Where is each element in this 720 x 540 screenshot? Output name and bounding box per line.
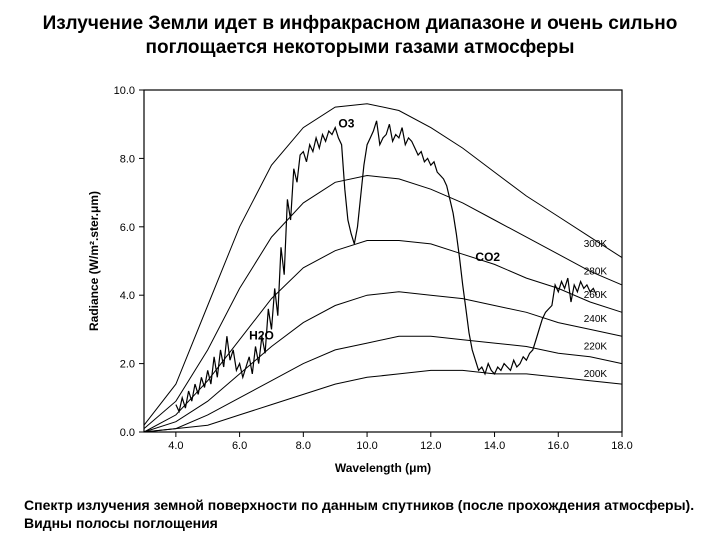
chart-container: 0.0 2.0 4.0 6.0 8.0 10.0 4.0 6.0 8.0 10.0 12.0 14.0… [24,64,696,494]
temperature-label: 240K [584,314,608,325]
x-tick-label: 4.0 [168,440,183,452]
y-tick-label: 10.0 [114,85,135,97]
y-tick-label: 2.0 [120,359,135,371]
slide-title: Излучение Земли идет в инфракрасном диап… [24,12,696,60]
x-tick-label: 16.0 [548,440,569,452]
y-tick-label: 8.0 [120,154,135,166]
y-tick-label: 6.0 [120,222,135,234]
y-axis-label: Radiance (W/m².ster.μm) [87,191,101,331]
observed-spectrum [176,121,597,412]
x-tick-label: 6.0 [232,440,247,452]
planck-curve [144,371,622,433]
x-tick-label: 14.0 [484,440,505,452]
x-tick-label: 8.0 [296,440,311,452]
y-tick-label: 4.0 [120,290,135,302]
x-tick-label: 12.0 [420,440,441,452]
temperature-label: 280K [584,267,608,278]
x-tick-label: 18.0 [611,440,632,452]
planck-curve [144,336,622,432]
x-tick-label: 10.0 [356,440,377,452]
y-tick-label: 0.0 [120,427,135,439]
temperature-label: 220K [584,342,608,353]
gas-absorption-label: H2O [249,329,274,343]
temperature-label: 260K [584,290,608,301]
figure-caption: Спектр излучения земной поверхности по д… [24,497,696,532]
temperature-label: 300K [584,239,608,250]
gas-absorption-label: CO2 [475,250,500,264]
planck-curve [144,241,622,433]
planck-curve [144,104,622,426]
planck-curve [144,176,622,429]
radiance-spectrum-chart: 0.0 2.0 4.0 6.0 8.0 10.0 4.0 6.0 8.0 10.0 12.0 14.0… [80,78,640,478]
x-axis-label: Wavelength (μm) [335,461,431,475]
gas-absorption-label: O3 [338,117,354,131]
temperature-label: 200K [584,369,608,380]
